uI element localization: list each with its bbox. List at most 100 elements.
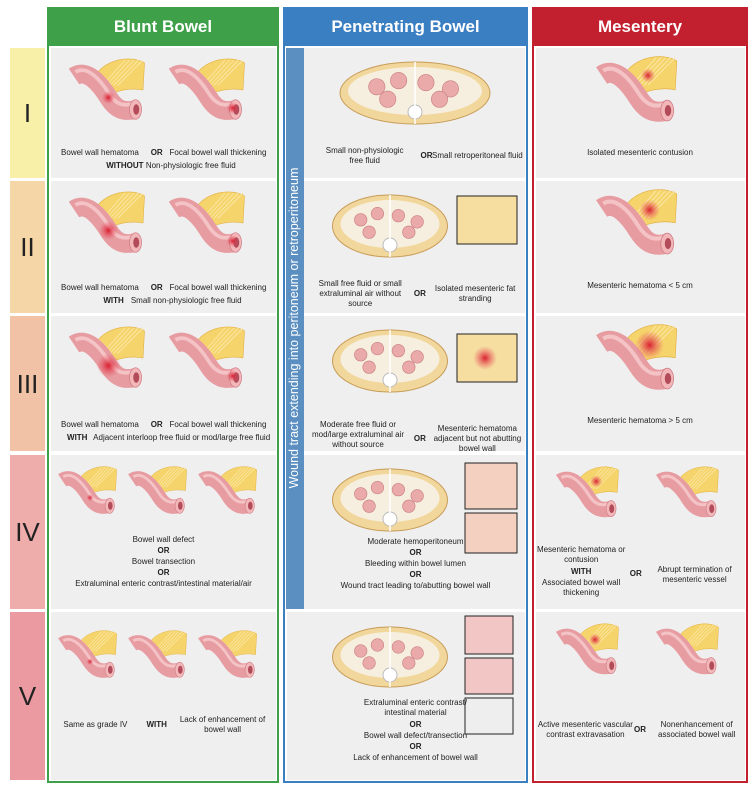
bowel-tube — [198, 471, 252, 514]
bowel-highlight — [174, 336, 235, 375]
hematoma — [590, 475, 603, 488]
inset-box — [456, 195, 518, 245]
fan-stripe — [109, 192, 135, 219]
bowel-lumen — [177, 501, 183, 510]
fan-stripe — [113, 59, 139, 86]
fan-stripe — [209, 192, 235, 219]
bowel-loop — [410, 215, 424, 229]
bowel-highlight — [202, 637, 249, 668]
cell-text: Focal bowel wall thickening — [169, 420, 267, 429]
fan-stripe — [686, 624, 707, 647]
bowel-illustration — [596, 56, 678, 122]
fan-stripe — [117, 59, 144, 86]
cell-text: Extraluminal enteric contrast/ intestina… — [363, 698, 468, 717]
bowel-lumen — [609, 504, 615, 513]
cell-text: OR — [413, 434, 426, 443]
inset-box — [464, 462, 518, 510]
fan-stripe — [226, 467, 246, 488]
bowel-highlight — [560, 631, 611, 664]
bowel-tube — [168, 332, 238, 388]
grade-label: IV — [15, 517, 40, 547]
grade-cell — [10, 612, 45, 780]
bowel-lumen — [247, 665, 253, 674]
bowel-highlight — [62, 473, 109, 504]
fan-stripe — [217, 327, 244, 354]
bowel-loop — [431, 90, 449, 108]
bowel-illustration — [68, 191, 145, 253]
column-title: Blunt Bowel — [113, 17, 213, 36]
cell-text: Moderate free fluid or mod/large extralu… — [312, 420, 405, 449]
cell-text: WITH — [146, 720, 167, 729]
bowel-tube — [596, 196, 670, 255]
fan-stripe — [205, 59, 230, 86]
cell-text: OR — [150, 420, 163, 429]
fan-stripe — [86, 631, 106, 652]
bowel-loop — [391, 640, 405, 654]
bowel-tube — [128, 471, 182, 514]
cell-text: Adjacent interloop free fluid or mod/lar… — [93, 433, 271, 442]
fan-stripe — [156, 467, 176, 488]
cell-text: Bowel wall defect — [132, 535, 195, 544]
bowel-illustration — [58, 630, 117, 678]
bowel-lumen — [247, 501, 253, 510]
bowel-highlight — [174, 201, 235, 240]
grade-label: II — [20, 232, 35, 262]
bowel-loop — [370, 481, 385, 495]
fan-stripe — [165, 631, 186, 652]
cell-text: Small non-physiologic free fluid — [130, 296, 242, 305]
bowel-lumen — [664, 105, 672, 117]
cell-text: Nonenhancement of associated bowel wall — [658, 720, 736, 739]
fan-stripe — [232, 631, 253, 652]
bowel-tube — [596, 331, 670, 390]
cell-text: OR — [409, 742, 422, 751]
hematoma — [635, 330, 664, 360]
fan-stripe — [105, 327, 130, 354]
bowel-lumen — [664, 238, 672, 250]
fan-stripe — [89, 631, 109, 652]
fan-stripe — [209, 327, 235, 354]
cell-text: Focal bowel wall thickening — [169, 148, 267, 157]
bowel-highlight — [202, 473, 249, 504]
bowel-loop — [354, 644, 368, 658]
bowel-highlight — [132, 637, 179, 668]
bowel-illustration — [655, 466, 719, 518]
bowel-loop — [391, 209, 405, 223]
bowel-loop — [362, 225, 376, 239]
cell-text: Non-physiologic free fluid — [145, 161, 236, 170]
bowel-illustration — [128, 630, 187, 678]
cell-text: Active mesenteric vascular contrast extr… — [537, 720, 633, 739]
cell-text: Bowel transection — [131, 557, 196, 566]
fan-stripe — [695, 624, 718, 647]
hematoma — [86, 658, 94, 666]
bowel-loop — [402, 499, 416, 513]
fan-stripe — [213, 192, 239, 219]
hematoma — [473, 346, 497, 370]
bowel-tube — [655, 628, 713, 675]
bowel-loop — [362, 360, 376, 374]
bowel-loop — [402, 360, 416, 374]
cell-text: Bleeding within bowel lumen — [365, 559, 466, 568]
bowel-illustration — [596, 189, 678, 255]
fan-stripe — [117, 327, 144, 354]
fan-stripe — [217, 59, 244, 86]
bowel-loop — [370, 207, 385, 221]
bowel-illustration — [198, 466, 257, 514]
bowel-illustration — [555, 466, 619, 518]
bowel-loop — [402, 656, 416, 670]
bowel-lumen — [177, 665, 183, 674]
fan-stripe — [156, 631, 176, 652]
bowel-lumen — [107, 501, 113, 510]
bowel-tube — [168, 64, 238, 120]
bowel-lumen — [709, 504, 715, 513]
cell-text: Bowel wall hematoma — [61, 420, 139, 429]
bowel-loop — [370, 638, 385, 652]
cell-text: Focal bowel wall thickening — [169, 283, 267, 292]
cell-text: Mesenteric hematoma adjacent but not abu… — [433, 424, 522, 453]
fan-stripe — [205, 192, 230, 219]
cell-text: Bowel wall hematoma — [61, 283, 139, 292]
inset-box — [456, 333, 518, 383]
bowel-highlight — [602, 66, 667, 108]
fan-stripe — [92, 467, 113, 488]
